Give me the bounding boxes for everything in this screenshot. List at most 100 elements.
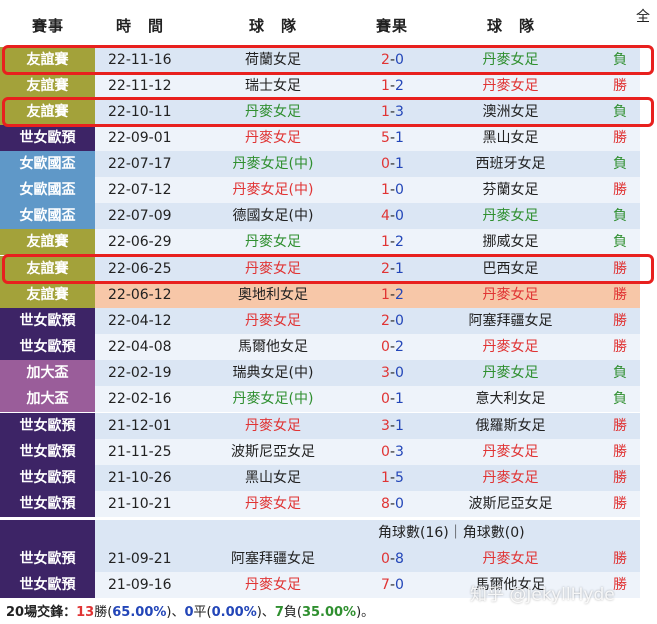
home-team-cell[interactable]: 丹麥女足 [245, 234, 301, 250]
competition-cell[interactable]: 世女歐預 [0, 334, 95, 360]
score-cell[interactable]: 0-1 [381, 391, 404, 407]
competition-cell[interactable]: 世女歐預 [0, 125, 95, 151]
home-team-cell[interactable]: 黑山女足 [245, 470, 301, 486]
home-score: 3 [381, 418, 390, 434]
competition-cell[interactable]: 友誼賽 [0, 282, 95, 308]
date-cell: 22-06-29 [108, 234, 172, 250]
home-team-cell[interactable]: 丹麥女足 [245, 261, 301, 277]
highlight-box-1 [2, 45, 654, 75]
score-cell[interactable]: 1-2 [381, 234, 404, 250]
away-team-cell[interactable]: 意大利女足 [475, 391, 546, 407]
date-cell: 21-12-01 [108, 418, 172, 434]
away-team-cell[interactable]: 丹麥女足 [482, 208, 539, 224]
competition-cell[interactable]: 世女歐預 [0, 308, 95, 334]
score-cell[interactable]: 1-2 [381, 78, 404, 94]
away-team-cell[interactable]: 俄羅斯女足 [475, 418, 546, 434]
home-team-cell[interactable]: 丹麥女足 [245, 313, 301, 329]
competition-cell[interactable]: 世女歐預 [0, 439, 95, 465]
score-cell[interactable]: 0-1 [381, 156, 404, 172]
away-team-cell[interactable]: 挪威女足 [482, 234, 539, 250]
score-cell[interactable]: 1-3 [381, 104, 404, 120]
competition-cell[interactable]: 女歐國盃 [0, 151, 95, 177]
away-team-cell[interactable]: 丹麥女足 [482, 470, 539, 486]
score-cell[interactable]: 2-0 [381, 52, 404, 68]
competition-cell[interactable]: 世女歐預 [0, 546, 95, 572]
away-team-cell[interactable]: 丹麥女足 [482, 287, 539, 303]
score-cell[interactable]: 1-0 [381, 182, 404, 198]
result-cell: 負 [613, 234, 627, 250]
date-cell: 22-07-09 [108, 208, 172, 224]
home-score: 1 [381, 234, 390, 250]
home-team-cell[interactable]: 荷蘭女足 [245, 52, 301, 68]
away-team-cell[interactable]: 丹麥女足 [482, 365, 539, 381]
score-cell[interactable]: 3-0 [381, 365, 404, 381]
away-team-cell[interactable]: 丹麥女足 [482, 78, 539, 94]
score-cell[interactable]: 2-0 [381, 313, 404, 329]
competition-cell[interactable]: 友誼賽 [0, 229, 95, 255]
home-team-cell[interactable]: 丹麥女足 [245, 577, 301, 593]
away-team-cell[interactable]: 丹麥女足 [482, 551, 539, 567]
score-cell[interactable]: 0-2 [381, 339, 404, 355]
away-team-cell[interactable]: 西班牙女足 [475, 156, 546, 172]
home-team-cell[interactable]: 瑞典女足(中) [232, 365, 314, 381]
competition-cell[interactable]: 友誼賽 [0, 47, 95, 73]
competition-cell[interactable]: 世女歐預 [0, 465, 95, 491]
away-team-cell[interactable]: 馬爾他女足 [475, 577, 546, 593]
away-score: 0 [395, 496, 404, 512]
competition-cell[interactable]: 女歐國盃 [0, 177, 95, 203]
result-cell: 勝 [613, 577, 627, 593]
score-cell[interactable]: 1-2 [381, 287, 404, 303]
away-team-cell[interactable]: 澳洲女足 [482, 104, 539, 120]
score-cell[interactable]: 0-8 [381, 551, 404, 567]
home-team-cell[interactable]: 奧地利女足 [238, 287, 308, 303]
home-score: 2 [381, 261, 390, 277]
home-team-cell[interactable]: 丹麥女足(中) [232, 391, 314, 407]
home-team-cell[interactable]: 丹麥女足 [245, 418, 301, 434]
competition-cell[interactable]: 加大盃 [0, 360, 95, 386]
competition-cell[interactable]: 友誼賽 [0, 256, 95, 282]
table-row: 友誼賽 22-06-12 奧地利女足 1-2 丹麥女足 勝 [0, 282, 640, 308]
score-cell[interactable]: 1-5 [381, 470, 404, 486]
competition-cell[interactable]: 女歐國盃 [0, 203, 95, 229]
table-row: 世女歐預 22-04-08 馬爾他女足 0-2 丹麥女足 勝 [0, 334, 640, 360]
competition-cell[interactable]: 世女歐預 [0, 413, 95, 439]
competition-cell[interactable]: 世女歐預 [0, 491, 95, 517]
score-cell[interactable]: 5-1 [381, 130, 404, 146]
header-competition: 賽事 [31, 17, 65, 35]
score-cell[interactable]: 2-1 [381, 261, 404, 277]
result-cell: 勝 [613, 470, 627, 486]
date-cell: 22-11-16 [108, 52, 172, 68]
competition-cell[interactable]: 加大盃 [0, 386, 95, 412]
competition-cell[interactable]: 世女歐預 [0, 572, 95, 598]
home-team-cell[interactable]: 波斯尼亞女足 [231, 444, 315, 460]
home-team-cell[interactable]: 瑞士女足 [245, 78, 301, 94]
table-row: 世女歐預 21-10-21 丹麥女足 8-0 波斯尼亞女足 勝 [0, 491, 640, 517]
home-team-cell[interactable]: 丹麥女足(中) [232, 182, 314, 198]
score-cell[interactable]: 4-0 [381, 208, 404, 224]
table-row: 女歐國盃 22-07-17 丹麥女足(中) 0-1 西班牙女足 負 [0, 151, 640, 177]
home-team-cell[interactable]: 丹麥女足(中) [232, 156, 314, 172]
away-team-cell[interactable]: 芬蘭女足 [482, 182, 539, 198]
home-team-cell[interactable]: 丹麥女足 [245, 130, 301, 146]
competition-cell[interactable]: 友誼賽 [0, 99, 95, 125]
watermark: 知乎 @JekyllHyde [470, 585, 615, 605]
away-team-cell[interactable]: 丹麥女足 [482, 52, 539, 68]
score-cell[interactable]: 0-3 [381, 444, 404, 460]
home-team-cell[interactable]: 馬爾他女足 [238, 339, 308, 355]
score-cell[interactable]: 7-0 [381, 577, 404, 593]
home-team-cell[interactable]: 德國女足(中) [232, 208, 314, 224]
away-team-cell[interactable]: 波斯尼亞女足 [468, 496, 553, 512]
away-team-cell[interactable]: 巴西女足 [482, 261, 539, 277]
away-team-cell[interactable]: 阿塞拜疆女足 [468, 313, 553, 329]
header-date: 時 間 [115, 17, 165, 35]
away-team-cell[interactable]: 黑山女足 [482, 130, 539, 146]
score-cell[interactable]: 8-0 [381, 496, 404, 512]
competition-cell[interactable]: 友誼賽 [0, 73, 95, 99]
away-team-cell[interactable]: 丹麥女足 [482, 444, 539, 460]
table-row: 世女歐預 21-09-21 阿塞拜疆女足 0-8 丹麥女足 勝 [0, 546, 640, 572]
home-team-cell[interactable]: 阿塞拜疆女足 [231, 551, 315, 567]
away-team-cell[interactable]: 丹麥女足 [482, 339, 539, 355]
home-team-cell[interactable]: 丹麥女足 [245, 496, 301, 512]
home-team-cell[interactable]: 丹麥女足 [245, 104, 301, 120]
score-cell[interactable]: 3-1 [381, 418, 404, 434]
